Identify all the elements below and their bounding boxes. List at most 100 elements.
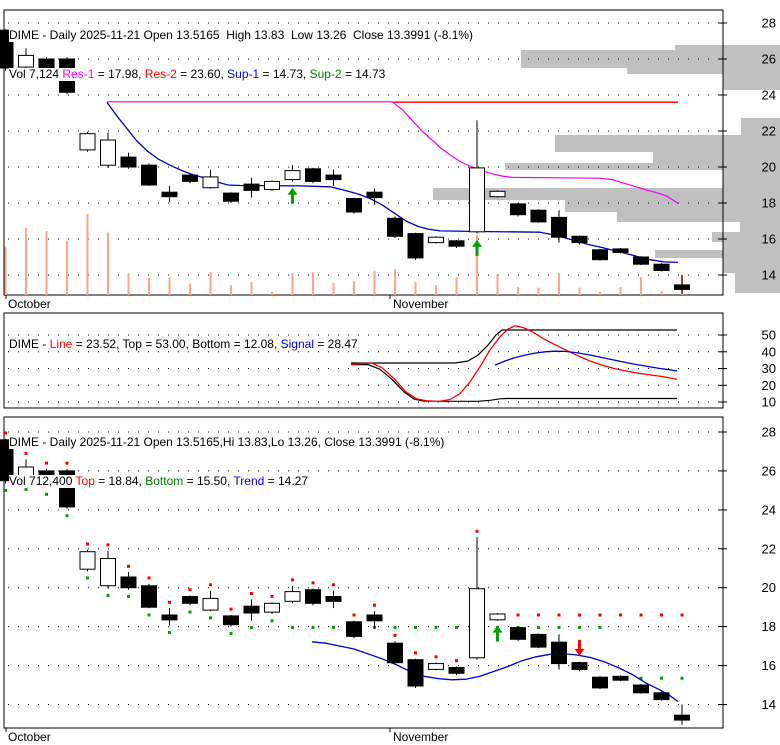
- signal-dot: [537, 613, 540, 617]
- signal-dot: [24, 487, 28, 491]
- signal-dot: [24, 451, 28, 455]
- header-segment: Sup-2: [309, 67, 342, 81]
- volume-by-price-bar: [617, 212, 780, 222]
- volume-bar: [476, 235, 478, 295]
- signal-dot: [147, 613, 151, 617]
- candle-body: [0, 439, 14, 482]
- candle-body: [182, 596, 198, 604]
- y-axis-label: 28: [762, 425, 776, 440]
- candle-body: [120, 576, 137, 589]
- y-axis-label: 18: [762, 619, 776, 634]
- y-axis-label: 26: [762, 463, 776, 478]
- candle-body: [284, 170, 301, 181]
- y-axis-label: 28: [762, 16, 776, 31]
- candle-body: [202, 176, 219, 189]
- y-axis-label: 22: [762, 124, 776, 139]
- volume-bar: [435, 285, 437, 295]
- buy-arrow-icon: [492, 625, 503, 642]
- volume-bar: [250, 282, 253, 295]
- y-axis-label: 20: [762, 580, 776, 595]
- signal-dot: [229, 631, 233, 635]
- candle-body: [653, 263, 670, 272]
- signal-dot: [639, 676, 643, 680]
- candle-body: [18, 54, 34, 68]
- candle-body: [325, 596, 342, 602]
- candle-body: [633, 256, 649, 265]
- candle-body: [592, 676, 608, 689]
- signal-dot: [660, 676, 663, 680]
- top-panel-title: DIME - Daily 2025-11-21 Open 13.5165 Hig…: [9, 29, 477, 42]
- buy-arrow-icon: [472, 239, 482, 256]
- candle-body: [325, 174, 342, 181]
- candle-body: [448, 667, 465, 674]
- candle-body: [489, 190, 506, 198]
- volume-bar: [640, 277, 642, 295]
- signal-dot: [680, 613, 684, 617]
- volume-bar: [209, 272, 212, 295]
- sell-arrow-icon: [574, 639, 585, 656]
- candle-body: [223, 192, 239, 202]
- volume-bar: [394, 269, 396, 295]
- volume-by-price-bar: [521, 50, 780, 68]
- series-line: [350, 325, 678, 403]
- header-segment: = 28.47: [313, 337, 358, 351]
- header-segment: = 14.27: [264, 474, 309, 488]
- candle-body: [571, 235, 588, 244]
- candle-body: [223, 615, 239, 626]
- volume-bar: [619, 286, 622, 295]
- signal-dot: [168, 600, 171, 604]
- signal-dot: [578, 625, 581, 629]
- signal-dot: [229, 607, 233, 611]
- middle-panel-header: DIME - Line = 23.52, Top = 53.00, Bottom…: [9, 312, 361, 377]
- candle-body: [448, 240, 465, 247]
- header-segment: Vol 7,124: [9, 67, 63, 81]
- x-axis-label: October: [8, 730, 51, 744]
- candle-body: [161, 191, 178, 198]
- header-segment: DIME -: [9, 337, 50, 351]
- panel-border: [3, 416, 724, 729]
- candle-body: [346, 198, 362, 213]
- x-axis-label: November: [393, 297, 448, 311]
- volume-bar: [230, 285, 232, 295]
- volume-by-price-bar: [675, 45, 780, 50]
- volume-bar: [66, 240, 68, 295]
- volume-bar: [291, 273, 294, 295]
- signal-dot: [352, 613, 356, 617]
- volume-bar: [107, 232, 109, 295]
- volume-by-price-bar: [723, 74, 780, 90]
- signal-dot: [455, 659, 458, 663]
- volume-bar: [127, 273, 130, 295]
- volume-by-price-bar: [655, 250, 780, 258]
- candle-body: [387, 217, 403, 237]
- volume-bar: [660, 290, 663, 295]
- x-axis-label: November: [393, 730, 448, 744]
- header-segment: Signal: [280, 337, 314, 351]
- panel-border: [3, 9, 724, 296]
- volume-bar: [312, 272, 314, 295]
- y-axis-label: 50: [762, 328, 776, 343]
- candle-body: [510, 203, 526, 216]
- signal-dot: [86, 576, 89, 580]
- candle-body: [284, 591, 301, 602]
- header-segment: Vol 712,400: [9, 474, 76, 488]
- middle-panel-title: DIME - Line = 23.52, Top = 53.00, Bottom…: [9, 338, 361, 351]
- signal-dot: [250, 626, 253, 630]
- volume-bar: [414, 282, 417, 295]
- bottom-panel-title: DIME - Daily 2025-11-21 Open 13.5165,Hi …: [9, 436, 448, 449]
- candle-body: [592, 249, 608, 261]
- y-axis-label: 24: [762, 88, 776, 103]
- trend-line: [311, 641, 679, 703]
- header-segment: = 23.60,: [176, 67, 228, 81]
- signal-dot: [65, 461, 69, 465]
- candle-body: [243, 183, 260, 191]
- panel-border: [3, 312, 724, 409]
- candle-body: [305, 589, 321, 604]
- candle-body: [79, 133, 96, 151]
- header-segment: Res-2: [144, 67, 177, 81]
- y-axis-label: 30: [762, 361, 776, 376]
- candle-body: [120, 156, 137, 168]
- top-panel-subtitle: Vol 7,124 Res-1 = 17.98, Res-2 = 23.60, …: [9, 67, 389, 81]
- signal-dot: [168, 630, 171, 634]
